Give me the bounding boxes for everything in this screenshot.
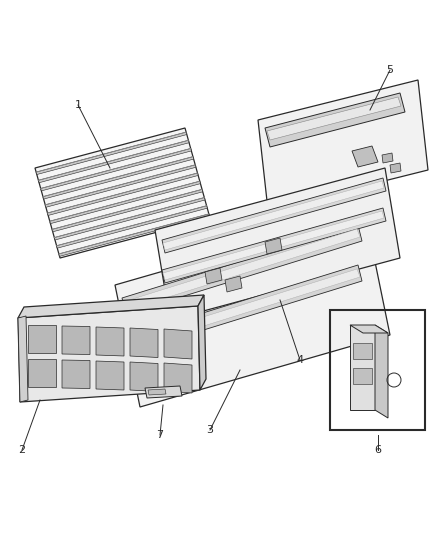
Polygon shape bbox=[130, 362, 158, 392]
Polygon shape bbox=[265, 238, 282, 254]
Polygon shape bbox=[225, 276, 242, 292]
Polygon shape bbox=[198, 295, 206, 390]
Polygon shape bbox=[18, 306, 200, 402]
Polygon shape bbox=[390, 163, 401, 173]
Polygon shape bbox=[205, 268, 222, 284]
Polygon shape bbox=[267, 97, 401, 140]
Polygon shape bbox=[353, 343, 372, 359]
Polygon shape bbox=[122, 225, 362, 314]
Polygon shape bbox=[123, 229, 360, 310]
Polygon shape bbox=[148, 389, 166, 395]
Polygon shape bbox=[353, 368, 372, 384]
Polygon shape bbox=[39, 140, 189, 183]
Polygon shape bbox=[43, 157, 194, 199]
Polygon shape bbox=[162, 208, 386, 283]
Polygon shape bbox=[163, 211, 384, 280]
Polygon shape bbox=[18, 316, 28, 402]
Polygon shape bbox=[62, 326, 90, 354]
Polygon shape bbox=[258, 80, 428, 210]
Text: 4: 4 bbox=[297, 355, 304, 365]
Polygon shape bbox=[164, 329, 192, 359]
Polygon shape bbox=[57, 206, 207, 248]
Polygon shape bbox=[352, 146, 378, 167]
Polygon shape bbox=[18, 295, 204, 318]
Polygon shape bbox=[123, 269, 360, 350]
Polygon shape bbox=[350, 325, 375, 410]
Polygon shape bbox=[45, 165, 196, 207]
Polygon shape bbox=[122, 265, 362, 354]
Polygon shape bbox=[163, 181, 384, 250]
Polygon shape bbox=[28, 359, 56, 387]
Polygon shape bbox=[155, 168, 400, 320]
Text: 1: 1 bbox=[74, 100, 81, 110]
Polygon shape bbox=[62, 360, 90, 389]
Polygon shape bbox=[382, 153, 393, 163]
Bar bbox=[330, 310, 425, 430]
Polygon shape bbox=[130, 328, 158, 358]
Polygon shape bbox=[36, 132, 187, 174]
Text: 7: 7 bbox=[156, 430, 163, 440]
Polygon shape bbox=[35, 128, 210, 258]
Polygon shape bbox=[162, 178, 386, 253]
Polygon shape bbox=[41, 149, 191, 191]
Polygon shape bbox=[164, 363, 192, 393]
Text: 3: 3 bbox=[206, 425, 213, 435]
Polygon shape bbox=[52, 189, 203, 232]
Polygon shape bbox=[375, 325, 388, 418]
Polygon shape bbox=[265, 93, 405, 147]
Polygon shape bbox=[96, 327, 124, 356]
Polygon shape bbox=[145, 386, 182, 398]
Text: 5: 5 bbox=[386, 65, 393, 75]
Polygon shape bbox=[47, 173, 198, 215]
Polygon shape bbox=[115, 213, 390, 407]
Polygon shape bbox=[96, 361, 124, 390]
Polygon shape bbox=[28, 325, 56, 353]
Polygon shape bbox=[350, 325, 388, 333]
Text: 2: 2 bbox=[18, 445, 25, 455]
Text: 6: 6 bbox=[374, 445, 381, 455]
Polygon shape bbox=[59, 214, 209, 256]
Polygon shape bbox=[50, 181, 201, 224]
Polygon shape bbox=[178, 309, 195, 325]
Polygon shape bbox=[54, 198, 205, 240]
